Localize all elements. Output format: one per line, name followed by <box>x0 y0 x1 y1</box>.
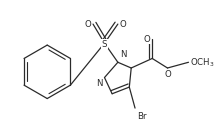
Text: O: O <box>164 70 171 79</box>
Text: O: O <box>144 35 150 44</box>
Text: O: O <box>84 20 91 29</box>
Text: S: S <box>102 40 107 49</box>
Text: OCH$_3$: OCH$_3$ <box>190 56 215 69</box>
Text: N: N <box>96 79 103 88</box>
Text: Br: Br <box>137 112 147 121</box>
Text: N: N <box>120 50 126 59</box>
Text: O: O <box>120 20 126 29</box>
